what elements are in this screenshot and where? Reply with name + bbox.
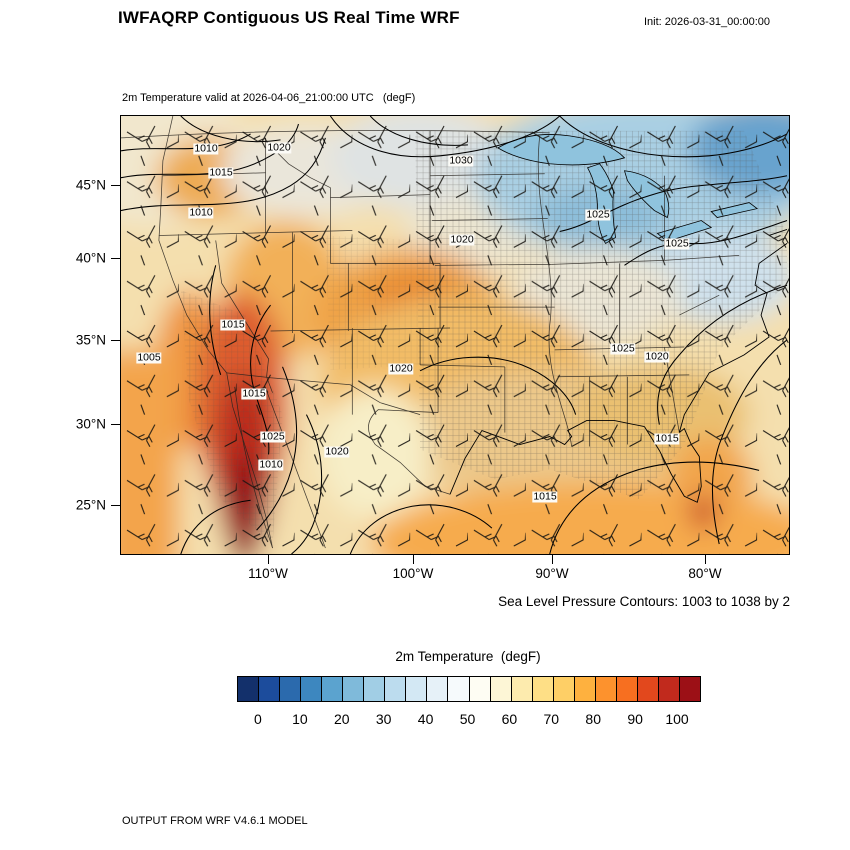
lat-tickmark [111,184,120,186]
pressure-contour-label: 1015 [208,166,234,179]
lon-tick-label: 80°W [688,566,722,581]
lat-tickmark [111,504,120,506]
colorbar-cell [322,677,344,701]
weather-map-graphic [121,116,789,554]
pressure-contour-label: 1020 [388,362,414,375]
colorbar-cell [427,677,449,701]
lon-tickmark [551,555,553,564]
colorbar-title: 2m Temperature (degF) [395,649,541,664]
colorbar-cell [595,677,617,701]
colorbar-tick-label: 40 [417,711,434,727]
pressure-contour-label: 1010 [258,458,284,471]
page-title: IWFAQRP Contiguous US Real Time WRF [118,8,460,27]
lon-tickmark [704,555,706,564]
colorbar-tick-label: 0 [254,711,262,727]
temperature-colorbar: 0 10 20 30 40 50 60 70 80 90 100 [237,676,701,729]
pressure-contour-label: 1020 [644,350,670,363]
lon-tick-label: 100°W [392,566,434,581]
colorbar-tick-label: 100 [665,711,689,727]
colorbar-cell [364,677,386,701]
lat-tick-label: 25°N [75,497,106,513]
colorbar-cell [280,677,302,701]
pressure-contour-label: 1025 [585,208,611,221]
lon-tick-label: 90°W [535,566,569,581]
colorbar-cell [679,677,701,701]
colorbar-cell [469,677,491,701]
colorbar-cells [237,676,701,702]
pressure-contour-label: 1015 [654,432,680,445]
pressure-contour-label: 1025 [260,430,286,443]
lat-tick-label: 45°N [75,177,106,193]
pressure-contour-label: 1020 [449,233,475,246]
pressure-contour-label: 1020 [324,445,350,458]
colorbar-cell [448,677,470,701]
colorbar-cell [301,677,323,701]
colorbar-tick-labels: 0 10 20 30 40 50 60 70 80 90 100 [237,711,701,729]
model-version-line: OUTPUT FROM WRF V4.6.1 MODEL [122,815,308,827]
colorbar-cell [238,677,260,701]
colorbar-tick-label: 80 [585,711,602,727]
colorbar-cell [553,677,575,701]
weather-map: 1010 1020 1015 1010 1030 1025 1025 1020 1015 1005… [120,115,790,555]
colorbar-cell [511,677,533,701]
pressure-contour-label: 1025 [610,342,636,355]
colorbar-cell [406,677,428,701]
colorbar-tick-label: 50 [459,711,476,727]
model-footer: OUTPUT FROM WRF V4.6.1 MODEL WE = 580 ; … [122,786,555,850]
lon-tick-label: 110°W [248,566,288,581]
init-timestamp: Init: 2026-03-31_00:00:00 [644,16,770,28]
pressure-contour-label: 1010 [188,206,214,219]
pressure-contour-label: 1030 [448,154,474,167]
colorbar-cell [637,677,659,701]
pressure-contour-label: 1015 [532,490,558,503]
colorbar-cell [490,677,512,701]
field-2m-temperature-label: 2m Temperature valid at 2026-04-06_21:00… [122,92,416,104]
lon-tickmark [267,555,269,564]
colorbar-cell [385,677,407,701]
lat-tick-label: 30°N [75,416,106,432]
colorbar-tick-label: 30 [375,711,392,727]
wind-barbs-layer [121,116,789,554]
colorbar-cell [658,677,680,701]
contour-labels-layer: 1010 1020 1015 1010 1030 1025 1025 1020 1015 1005… [121,116,789,554]
pressure-contour-label: 1015 [220,318,246,331]
contour-range-note: Sea Level Pressure Contours: 1003 to 103… [498,594,790,609]
lat-tickmark [111,339,120,341]
colorbar-tick-label: 70 [543,711,560,727]
pressure-contour-label: 1020 [266,141,292,154]
colorbar-cell [532,677,554,701]
colorbar-cell [616,677,638,701]
lat-tickmark [111,257,120,259]
colorbar-cell [343,677,365,701]
pressure-contour-label: 1010 [193,142,219,155]
lon-tickmark [412,555,414,564]
colorbar-tick-label: 90 [627,711,643,727]
pressure-contour-label: 1025 [664,237,690,250]
colorbar-tick-label: 20 [333,711,350,727]
lat-tick-label: 40°N [75,250,106,266]
pressure-contour-label: 1005 [136,351,162,364]
pressure-contour-label: 1015 [241,387,267,400]
lat-tickmark [111,423,120,425]
colorbar-tick-label: 10 [292,711,308,727]
lat-tick-label: 35°N [75,332,106,348]
colorbar-cell [259,677,281,701]
colorbar-cell [574,677,596,701]
colorbar-tick-label: 60 [501,711,518,727]
